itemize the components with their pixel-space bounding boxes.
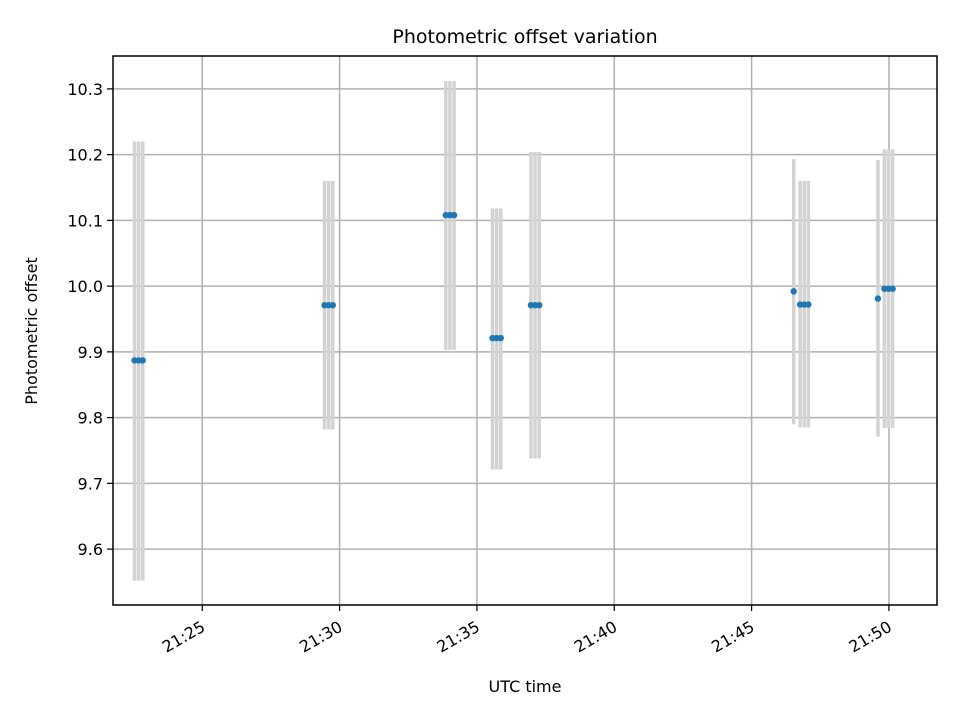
y-tick-label: 10.3 xyxy=(67,80,103,99)
data-point xyxy=(139,357,146,364)
y-tick-label: 9.6 xyxy=(78,540,103,559)
y-tick-label: 9.7 xyxy=(78,474,103,493)
y-tick-label: 9.9 xyxy=(78,343,103,362)
data-point xyxy=(889,285,896,292)
data-point xyxy=(535,301,543,309)
plot-frame xyxy=(112,55,938,606)
data-point xyxy=(450,211,458,219)
y-tick-label: 10.2 xyxy=(67,146,103,165)
data-point xyxy=(805,301,812,308)
points-layer xyxy=(131,211,896,364)
data-point xyxy=(874,295,882,302)
y-tick-label: 10.1 xyxy=(67,211,103,230)
data-point xyxy=(329,301,336,309)
data-point xyxy=(497,334,504,342)
x-tick-label: 21:30 xyxy=(296,617,345,657)
x-tick-label: 21:45 xyxy=(708,617,757,657)
y-axis-ticks: 9.6 9.7 9.8 9.9 10.0 10.1 10.2 10.3 xyxy=(67,80,113,559)
grid-layer xyxy=(113,56,937,605)
x-axis-title: UTC time xyxy=(489,677,562,696)
x-tick-label: 21:35 xyxy=(434,617,483,657)
chart-title: Photometric offset variation xyxy=(392,26,657,48)
x-tick-label: 21:50 xyxy=(846,617,895,657)
errorbar-layer xyxy=(132,80,895,581)
y-tick-label: 9.8 xyxy=(78,409,103,428)
data-point xyxy=(790,288,797,295)
y-tick-label: 10.0 xyxy=(67,277,103,296)
x-tick-label: 21:40 xyxy=(571,617,620,657)
x-tick-label: 21:25 xyxy=(159,617,208,657)
y-axis-title: Photometric offset xyxy=(22,257,41,405)
x-axis-ticks: 21:25 21:30 21:35 21:40 21:45 21:50 xyxy=(159,605,895,657)
